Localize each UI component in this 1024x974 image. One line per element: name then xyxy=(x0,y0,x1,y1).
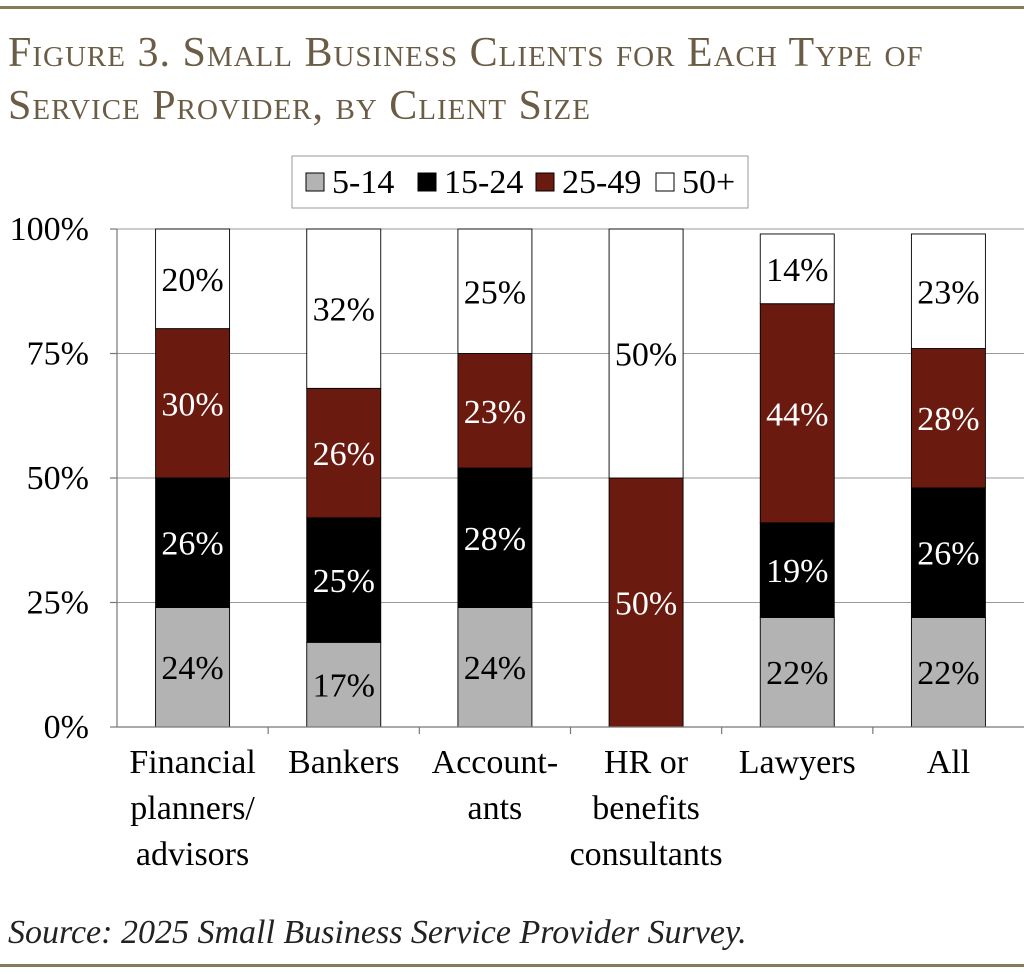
legend-label: 15-24 xyxy=(444,164,523,201)
data-label: 24% xyxy=(464,650,526,687)
data-label: 25% xyxy=(313,563,375,600)
data-label: 26% xyxy=(313,436,375,473)
legend-label: 25-49 xyxy=(562,164,641,201)
top-rule xyxy=(0,6,1024,9)
data-label: 26% xyxy=(917,536,979,573)
data-label: 50% xyxy=(615,586,677,623)
x-tick-label: advisors xyxy=(136,836,249,873)
data-label: 17% xyxy=(313,668,375,705)
legend-label: 5-14 xyxy=(332,164,394,201)
bar-segment xyxy=(457,228,533,354)
bar-segment xyxy=(457,607,533,728)
data-label: 14% xyxy=(766,252,828,289)
data-label: 28% xyxy=(917,401,979,438)
bar-segment xyxy=(910,487,986,618)
bars: 24% 26% 30% 20% 17% 25% 26% 32% 24% 28% 23% 25% 50% 5… xyxy=(155,228,986,728)
figure-title-line-1: Figure 3. Small Business Clients for Eac… xyxy=(8,30,924,76)
data-label: 30% xyxy=(161,386,223,423)
legend-label: 50+ xyxy=(682,164,735,201)
data-label: 22% xyxy=(766,655,828,692)
legend-swatch xyxy=(417,172,437,192)
y-tick-label: 50% xyxy=(27,460,89,497)
bar-segment xyxy=(306,641,382,728)
data-label: 25% xyxy=(464,274,526,311)
x-tick-label: planners/ xyxy=(130,790,255,827)
legend: 5-14 15-24 25-49 50+ xyxy=(291,155,749,209)
data-label: 20% xyxy=(161,262,223,299)
legend-swatch xyxy=(655,172,675,192)
bar-segment xyxy=(306,387,382,519)
bar-segment xyxy=(306,228,382,389)
y-tick-label: 0% xyxy=(44,709,89,746)
y-tick-label: 25% xyxy=(27,585,89,622)
source-note: Source: 2025 Small Business Service Prov… xyxy=(8,914,747,951)
x-tick-label: Financial xyxy=(129,744,256,781)
data-label: 24% xyxy=(161,650,223,687)
bottom-rule xyxy=(0,964,1024,967)
x-tick-label: ants xyxy=(468,790,523,827)
data-label: 19% xyxy=(766,553,828,590)
x-tick-label: HR or xyxy=(604,744,689,781)
bar-segment xyxy=(155,477,231,608)
bar-segment xyxy=(910,233,986,349)
y-tick-label: 100% xyxy=(10,211,89,248)
figure-title-line-2: Service Provider, by Client Size xyxy=(8,83,591,129)
bar-segment xyxy=(759,616,835,728)
legend-swatch xyxy=(535,172,555,192)
data-label: 44% xyxy=(766,396,828,433)
bar-segment xyxy=(155,607,231,728)
bar-segment xyxy=(608,477,684,728)
data-label: 23% xyxy=(917,274,979,311)
bar-segment xyxy=(759,233,835,305)
gridlines xyxy=(117,228,1024,603)
data-label: 32% xyxy=(313,292,375,329)
data-label: 28% xyxy=(464,521,526,558)
data-label: 23% xyxy=(464,394,526,431)
x-tick-label: Bankers xyxy=(288,744,399,781)
bar-segment xyxy=(155,228,231,330)
bar-segment xyxy=(759,522,835,618)
bar-segment xyxy=(910,348,986,489)
stacked-bar-chart: 24% 26% 30% 20% 17% 25% 26% 32% 24% 28% 23% 25% 50% 5… xyxy=(10,155,1024,873)
y-tick-label: 75% xyxy=(27,336,89,373)
bar-segment xyxy=(457,467,533,608)
legend-swatch xyxy=(305,172,325,192)
x-tick-label: consultants xyxy=(570,836,723,873)
axes: 0% 25% 50% 75% 100% Financial planners/advisor… xyxy=(10,211,1024,873)
bar-segment xyxy=(608,228,684,479)
data-label: 22% xyxy=(917,655,979,692)
data-label: 50% xyxy=(615,337,677,374)
x-tick-label: Lawyers xyxy=(739,744,856,781)
x-tick-label: benefits xyxy=(592,790,700,827)
data-label: 26% xyxy=(161,526,223,563)
bar-segment xyxy=(306,517,382,643)
x-tick-label: Account- xyxy=(432,744,559,781)
x-tick-label: All xyxy=(927,744,970,781)
